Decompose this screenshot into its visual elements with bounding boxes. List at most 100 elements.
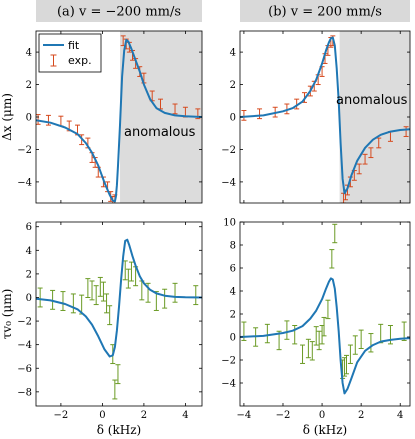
bottom-right-xtick-label: 2: [358, 410, 364, 421]
bottom-left-exp-point: [50, 289, 56, 310]
bottom-left-exp-point: [125, 268, 131, 289]
bottom-left-exp-point: [37, 287, 43, 308]
bottom-right-exp-point: [300, 344, 306, 364]
top-left-ytick-label: 2: [26, 80, 32, 91]
top-left-exp-point: [45, 114, 51, 126]
bottom-right-exp-point: [305, 338, 311, 359]
bottom-left-exp-point: [100, 281, 106, 302]
bottom-left-ytick-label: 6: [26, 222, 32, 233]
bottom-right-ytick-label: 8: [230, 241, 236, 252]
top-right-exp-point: [294, 98, 300, 110]
bottom-left-exp-point: [89, 280, 95, 301]
bottom-left-xtick-label: 2: [141, 410, 147, 421]
panel-bottom-right: −4 −2 0 2 4 −4 −2 0 2 4 6 8 10: [221, 218, 411, 421]
top-left-ytick-label: −2: [17, 145, 32, 156]
legend-exp-marker: [50, 54, 57, 67]
bottom-right-exp-point: [368, 333, 374, 353]
top-right-exp-point: [403, 126, 409, 137]
bottom-left-data-layer: [36, 238, 202, 400]
bottom-left-ytick-label: −2: [17, 317, 32, 328]
bottom-left-exp-point: [193, 285, 199, 306]
legend-fit-label: fit: [68, 39, 80, 52]
top-left-ytick-label: 0: [26, 113, 32, 124]
bottom-right-exp-point: [343, 354, 349, 375]
bottom-right-exp-point: [352, 335, 358, 355]
bottom-right-exp-point: [401, 321, 407, 341]
bottom-right-data-layer: [240, 223, 410, 395]
bottom-left-exp-point: [70, 293, 76, 314]
top-right-ytick-label: −2: [221, 145, 236, 156]
bottom-left-exp-point: [172, 282, 178, 303]
bottom-left-exp-point: [115, 364, 121, 385]
bottom-left-exp-point: [112, 379, 118, 400]
bottom-right-exp-point: [264, 323, 270, 344]
bottom-left-exp-point: [85, 278, 91, 298]
top-right-exp-point: [368, 147, 374, 159]
panel-a-title: (a) v = −200 mm/s: [57, 5, 181, 20]
bottom-left-xtick-label: 0: [99, 410, 105, 421]
bottom-right-ytick-label: 10: [223, 218, 236, 229]
bottom-left-fit-line: [36, 238, 202, 358]
panel-a-anomalous-label: anomalous: [124, 125, 196, 140]
bottom-left-exp-point: [104, 293, 110, 314]
top-right-fit-line: [240, 36, 410, 195]
bottom-right-ytick-label: 6: [230, 264, 236, 275]
bottom-right-plot-area: [240, 222, 410, 406]
top-right-exp-point: [362, 153, 368, 165]
legend: fit exp.: [38, 33, 102, 73]
bottom-right-ytick-label: 0: [230, 333, 236, 344]
top-right-ytick-label: −4: [221, 177, 236, 188]
panel-a-title-bar: [36, 0, 202, 22]
bottom-left-ytick-label: 0: [26, 293, 32, 304]
top-left-ytick-label: 4: [26, 48, 32, 59]
panel-top-right: −4 −2 0 2 4: [221, 30, 411, 204]
bottom-right-exp-point: [313, 326, 319, 346]
bottom-left-ytick-label: −6: [17, 364, 32, 375]
bottom-right-exp-point: [325, 299, 331, 320]
top-left-ytick-label: −4: [17, 177, 32, 188]
bottom-left-exp-point: [97, 276, 103, 297]
panel-b-anomalous-label: anomalous: [336, 93, 408, 108]
bottom-right-exp-point: [347, 344, 353, 364]
top-right-ytick-label: 0: [230, 113, 236, 124]
panel-b-title: (b) v = 200 mm/s: [268, 5, 382, 20]
panel-b-title-bar: [240, 0, 410, 22]
bottom-right-exp-point: [316, 330, 322, 351]
top-right-exp-point: [241, 110, 247, 121]
bottom-right-xtick-label: −4: [237, 410, 252, 421]
bottom-right-exp-point: [321, 316, 327, 337]
bottom-right-exp-point: [284, 320, 290, 340]
bottom-left-ytick-label: 4: [26, 246, 32, 257]
bottom-right-xtick-label: −2: [276, 410, 291, 421]
top-right-data-layer: [240, 31, 410, 203]
bottom-right-xtick-label: 4: [397, 410, 403, 421]
top-right-exp-point: [284, 103, 290, 115]
top-right-ytick-label: 2: [230, 80, 236, 91]
bottom-right-ytick-label: 4: [230, 287, 236, 298]
bottom-left-exp-point: [162, 288, 168, 309]
top-left-ylabel: Δx (μm): [0, 93, 14, 141]
bottom-left-exp-point: [60, 291, 66, 311]
bottom-left-frame: [35, 221, 203, 407]
top-right-ytick-label: 4: [230, 48, 236, 59]
legend-box: [38, 33, 102, 73]
bottom-right-ytick-label: 2: [230, 310, 236, 321]
bottom-left-xtick-label: 4: [182, 410, 188, 421]
bottom-right-exp-point: [358, 329, 364, 349]
bottom-left-ytick-label: −4: [17, 340, 32, 351]
legend-exp-label: exp.: [68, 54, 92, 67]
bottom-left-exp-point: [128, 261, 134, 282]
top-right-exp-point: [356, 163, 362, 175]
panel-bottom-left: −2 0 2 4 −8 −6 −4 −2 0 2 4 6: [17, 221, 203, 421]
bottom-left-ytick-label: 2: [26, 269, 32, 280]
bottom-right-ytick-label: −4: [221, 379, 236, 390]
bottom-right-ytick-label: −2: [221, 356, 236, 367]
bottom-left-ytick-label: −8: [17, 387, 32, 398]
bottom-right-exp-point: [329, 249, 335, 269]
bottom-left-exp-point: [93, 285, 99, 306]
top-left-exp-point: [36, 114, 41, 125]
bottom-right-xtick-label: 0: [319, 410, 325, 421]
bottom-left-xtick-label: −2: [54, 410, 69, 421]
panel-top-left: −4 −2 0 2 4: [17, 30, 203, 204]
